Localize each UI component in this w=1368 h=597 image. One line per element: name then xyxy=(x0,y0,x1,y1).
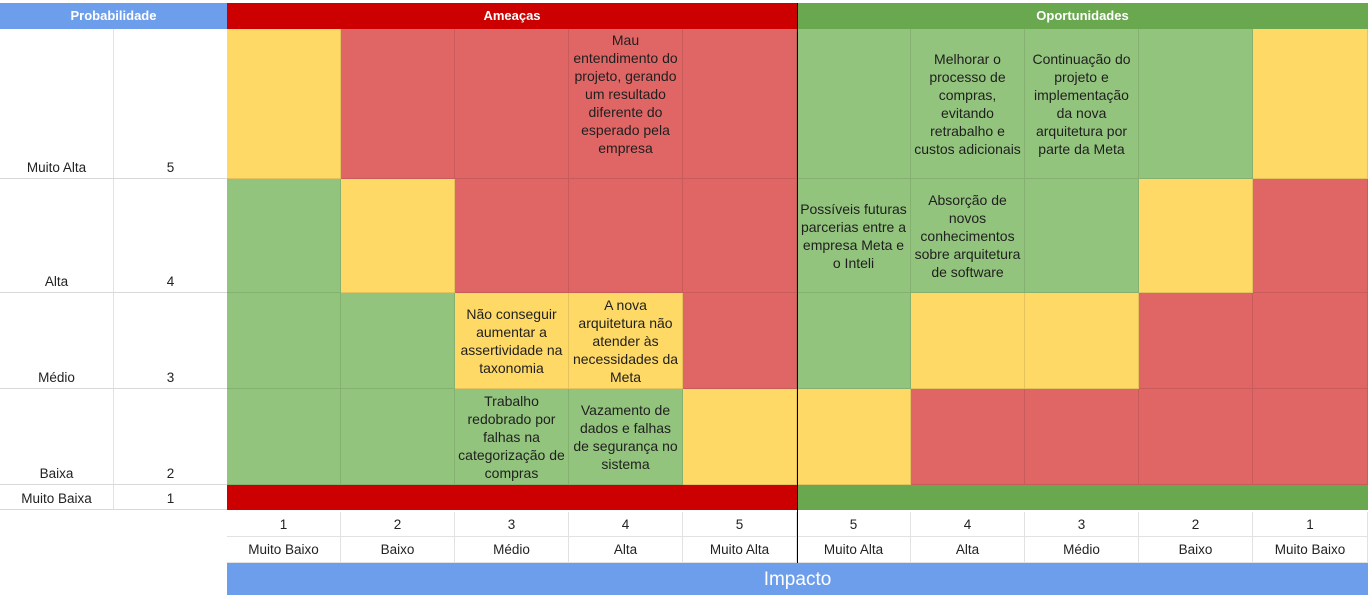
row-label-separator xyxy=(113,179,114,292)
probability-level-name: Muito Baixa xyxy=(21,491,92,506)
risk-cell xyxy=(455,29,569,179)
risk-cell xyxy=(1253,389,1368,485)
risk-cell xyxy=(797,389,911,485)
impact-label: Muito Alta xyxy=(683,537,797,563)
risk-cell xyxy=(911,389,1025,485)
risk-cell-text: Mau entendimento do projeto, gerando um … xyxy=(569,29,683,179)
risk-cell xyxy=(683,389,797,485)
risk-cell xyxy=(1139,293,1253,389)
impact-number: 5 xyxy=(797,512,911,537)
risk-cell-text: Não conseguir aumentar a assertividade n… xyxy=(455,293,569,389)
risk-cell-text: Possíveis futuras parcerias entre a empr… xyxy=(797,179,911,293)
row-label-separator xyxy=(113,389,114,484)
impact-number: 5 xyxy=(683,512,797,537)
probability-row-label: Baixa 2 xyxy=(0,389,227,485)
impact-number: 4 xyxy=(569,512,683,537)
risk-cell xyxy=(1253,29,1368,179)
impact-label: Baixo xyxy=(341,537,455,563)
risk-cell xyxy=(1025,293,1139,389)
probability-level-name: Muito Alta xyxy=(26,160,87,175)
row-label-separator xyxy=(113,29,114,178)
risk-cell xyxy=(1253,179,1368,293)
probabilidade-header: Probabilidade xyxy=(0,3,227,29)
impact-number: 3 xyxy=(455,512,569,537)
risk-cell xyxy=(1025,179,1139,293)
risk-cell xyxy=(341,179,455,293)
risk-cell xyxy=(455,179,569,293)
risk-cell xyxy=(683,179,797,293)
risk-cell xyxy=(797,29,911,179)
probability-row-label: Alta 4 xyxy=(0,179,227,293)
impact-number: 4 xyxy=(911,512,1025,537)
risk-cell xyxy=(341,293,455,389)
risk-cell-text: Trabalho redobrado por falhas na categor… xyxy=(455,389,569,485)
probability-level-value: 4 xyxy=(166,274,175,289)
probability-level-value: 5 xyxy=(166,160,175,175)
probability-row-label: Muito Baixa 1 xyxy=(0,485,227,510)
risk-cell xyxy=(1253,293,1368,389)
impact-label: Muito Baixo xyxy=(227,537,341,563)
probability-row-label: Médio 3 xyxy=(0,293,227,389)
probability-level-value: 1 xyxy=(166,491,175,506)
risk-cell xyxy=(683,293,797,389)
risk-cell xyxy=(911,293,1025,389)
risk-cell xyxy=(1139,179,1253,293)
risk-cell xyxy=(797,293,911,389)
risk-cell xyxy=(1025,389,1139,485)
oportunidades-header: Oportunidades xyxy=(797,3,1368,29)
probability-level-name: Médio xyxy=(38,370,75,385)
probability-level-value: 2 xyxy=(166,466,175,481)
threat-opportunity-divider xyxy=(797,3,798,563)
impact-number: 3 xyxy=(1025,512,1139,537)
risk-cell-text: Absorção de novos conhecimentos sobre ar… xyxy=(911,179,1025,293)
risk-cell-text: Melhorar o processo de compras, evitando… xyxy=(911,29,1025,179)
impact-title: Impacto xyxy=(227,563,1368,595)
opportunity-bottom-bar xyxy=(797,485,1368,510)
impact-label: Muito Baixo xyxy=(1253,537,1368,563)
impact-label: Médio xyxy=(1025,537,1139,563)
impact-label: Baixo xyxy=(1139,537,1253,563)
impact-number: 1 xyxy=(1253,512,1368,537)
probability-row-label: Muito Alta 5 xyxy=(0,29,227,179)
row-label-separator xyxy=(113,485,114,509)
row-label-separator xyxy=(113,293,114,388)
risk-cell-text: A nova arquitetura não atender às necess… xyxy=(569,293,683,389)
probability-level-name: Alta xyxy=(44,274,69,289)
risk-cell xyxy=(683,29,797,179)
probability-level-value: 3 xyxy=(166,370,175,385)
impact-label: Médio xyxy=(455,537,569,563)
risk-cell xyxy=(1139,389,1253,485)
risk-cell xyxy=(341,29,455,179)
risk-cell xyxy=(227,293,341,389)
risk-cell-text: Vazamento de dados e falhas de segurança… xyxy=(569,389,683,485)
risk-cell xyxy=(227,389,341,485)
impact-number: 2 xyxy=(1139,512,1253,537)
impact-number: 2 xyxy=(341,512,455,537)
impact-label: Alta xyxy=(911,537,1025,563)
impact-number: 1 xyxy=(227,512,341,537)
threat-bottom-bar xyxy=(227,485,797,510)
risk-cell xyxy=(1139,29,1253,179)
risk-cell xyxy=(227,179,341,293)
risk-cell-text: Continuação do projeto e implementação d… xyxy=(1025,29,1139,179)
risk-cell xyxy=(227,29,341,179)
ameacas-header: Ameaças xyxy=(227,3,797,29)
risk-cell xyxy=(569,179,683,293)
impact-label: Alta xyxy=(569,537,683,563)
probability-level-name: Baixa xyxy=(39,466,74,481)
risk-cell xyxy=(341,389,455,485)
impact-label: Muito Alta xyxy=(797,537,911,563)
